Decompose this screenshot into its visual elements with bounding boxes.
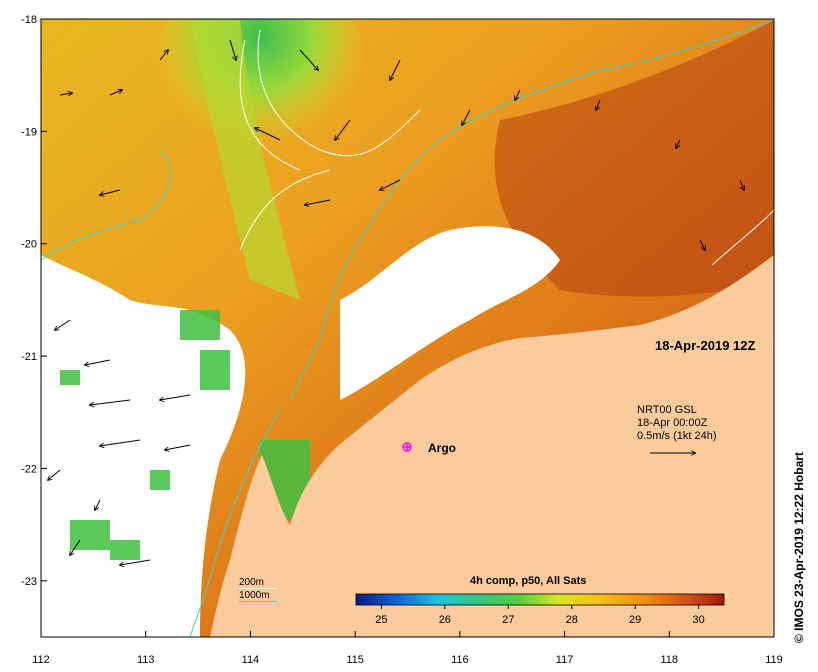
colorbar-tick-label: 30 xyxy=(692,614,704,626)
lon-tick-label: 112 xyxy=(32,654,50,666)
date-label: 18-Apr-2019 12Z xyxy=(655,338,756,353)
reference-vector-legend: NRT00 GSL 18-Apr 00:00Z 0.5m/s (1kt 24h) xyxy=(637,404,716,443)
lat-tick-label: -21 xyxy=(21,351,37,363)
lat-tick-label: -18 xyxy=(21,14,37,26)
lat-tick-label: -22 xyxy=(21,463,37,475)
colorbar-tick-label: 27 xyxy=(502,614,514,626)
lat-tick-label: -20 xyxy=(21,239,37,251)
lon-tick-label: 114 xyxy=(242,654,260,666)
axis-ticks: 112 113 114 115 116 117 118 119 -18 -19 -20 -21 -22 -… xyxy=(21,14,783,666)
contour-legend: 200m 1000m xyxy=(239,576,277,602)
lon-tick-label: 116 xyxy=(451,654,469,666)
contour-200m xyxy=(239,29,774,266)
cloud-mask-mid xyxy=(340,226,560,400)
plot-frame xyxy=(40,18,775,638)
current-vectors xyxy=(48,39,744,565)
contour-1000m-swatch xyxy=(239,601,277,602)
colorbar-tick-label: 26 xyxy=(439,614,451,626)
reference-speed: 0.5m/s (1kt 24h) xyxy=(637,430,717,442)
colorbar-ticks: 25 26 27 28 29 30 xyxy=(375,605,705,626)
lon-tick-label: 115 xyxy=(346,654,364,666)
lat-tick-label: -23 xyxy=(21,576,37,588)
colorbar xyxy=(355,593,725,606)
colorbar-tick-label: 28 xyxy=(566,614,578,626)
contour-1000m xyxy=(41,19,774,637)
cool-band xyxy=(190,20,300,300)
reference-time: 18-Apr 00:00Z xyxy=(637,417,708,429)
colorbar-tick-label: 25 xyxy=(375,614,387,626)
colorbar-title: 4h comp, p50, All Sats xyxy=(470,575,587,587)
lon-tick-label: 117 xyxy=(556,654,574,666)
copyright-text: © IMOS 23-Apr-2019 12:22 Hobart xyxy=(792,452,806,643)
colorbar-tick-label: 29 xyxy=(629,614,641,626)
lon-tick-label: 119 xyxy=(765,654,783,666)
lon-tick-label: 118 xyxy=(661,654,679,666)
reference-source: NRT00 GSL xyxy=(637,404,697,416)
land-mainland xyxy=(210,255,774,637)
contour-legend-200m: 200m xyxy=(239,576,277,589)
argo-marker xyxy=(402,442,412,452)
contour-200m-swatch xyxy=(239,588,277,589)
plot-area xyxy=(41,19,774,637)
contour-legend-1000m: 1000m xyxy=(239,589,277,602)
lon-tick-label: 113 xyxy=(137,654,155,666)
hot-region xyxy=(494,20,774,297)
argo-label: Argo xyxy=(428,441,456,455)
lat-tick-label: -19 xyxy=(21,126,37,138)
